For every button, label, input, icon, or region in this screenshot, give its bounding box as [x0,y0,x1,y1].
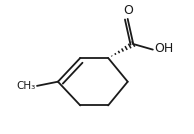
Text: O: O [123,4,133,17]
Text: CH₃: CH₃ [16,81,35,91]
Text: OH: OH [154,42,174,55]
